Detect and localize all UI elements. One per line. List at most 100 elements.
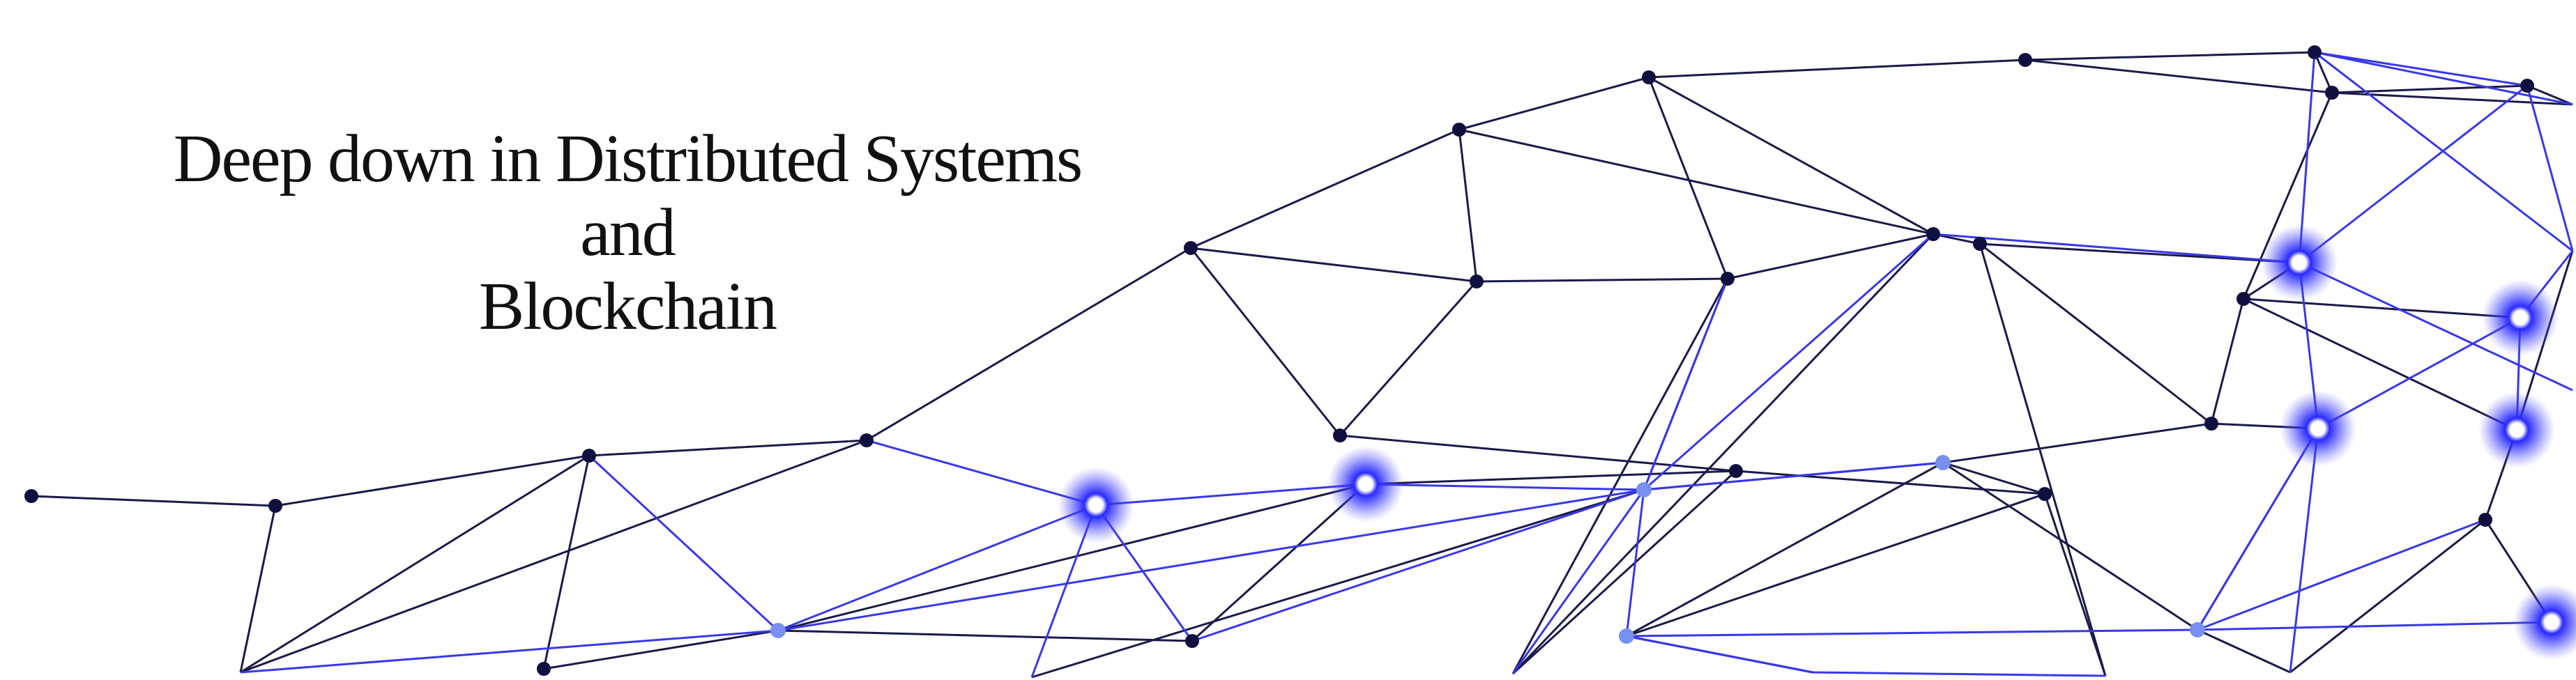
network-edge [1511,233,1935,675]
title-line-3: Blockchain [478,269,777,344]
network-edge-highlight [1095,483,1366,507]
network-edge [1031,488,1645,679]
network-node [1185,634,1199,648]
glowing-node [2482,279,2559,356]
network-edge-highlight [2299,84,2528,264]
network-edge [240,454,590,674]
network-edge [1458,129,1478,282]
network-edge [1735,470,2045,495]
network-edge-highlight [1625,489,1645,637]
network-node [1642,70,1656,84]
network-edge [777,629,1193,642]
glowing-node [2280,390,2356,467]
network-edge [1626,493,2045,638]
network-node [1333,428,1347,442]
network-edge [2025,59,2333,94]
network-edge [2289,518,2486,674]
title-line-1: Deep down in Distributed Systems [173,121,1083,196]
network-edge-highlight [1643,461,1944,491]
network-edge [1191,483,1367,642]
network-node [2038,487,2052,501]
network-edge-highlight [866,439,1097,507]
network-edge [2243,298,2521,319]
network-edge [1648,59,2026,79]
network-edge-highlight [1191,488,1645,642]
network-edge [2527,84,2573,106]
network-edge [1942,461,2198,631]
network-node [770,623,786,638]
network-edge [2043,493,2107,677]
network-edge-highlight [1812,671,2106,677]
network-node [1636,482,1652,497]
network-edge [1190,247,1477,283]
glowing-node [2478,392,2555,468]
network-edge [866,247,1191,442]
network-edge-highlight [1365,483,1645,491]
network-edge-highlight [2197,518,2486,631]
network-edge-highlight [2317,316,2521,430]
network-edge-highlight [777,504,1097,632]
network-edge [2242,92,2333,300]
network-edge-highlight [1511,489,1645,674]
network-node [2018,53,2032,67]
network-edge-highlight [240,629,779,674]
network-node [2190,622,2205,638]
network-node [2520,79,2534,93]
glowing-node [1058,467,1134,543]
network-node [2204,417,2218,431]
network-edge [777,483,1366,632]
network-edge-highlight [2526,85,2574,252]
network-node [2325,86,2339,100]
network-edge-highlight [1643,278,1729,490]
network-edge [588,439,867,457]
network-node [1721,272,1735,286]
network-edge-highlight [1643,233,1934,491]
network-edge [1511,278,1729,674]
network-edge [1979,243,2107,677]
network-edge [1339,281,1478,436]
glowing-node [2261,224,2338,301]
network-edge [1365,470,1737,486]
network-node [537,662,551,676]
network-edge [1339,434,1737,472]
network-node [268,499,282,513]
network-edge-highlight [1933,233,2300,264]
glowing-node [1327,446,1404,523]
network-node [2236,292,2250,306]
network-edge [1189,247,1341,436]
network-node [1926,227,1940,241]
network-edge [1647,77,1729,279]
network-edge [1476,277,1728,283]
network-edge-highlight [2299,261,2573,392]
network-edge [275,454,590,507]
network-edge-highlight [2314,51,2573,252]
network-edge [1942,422,2212,464]
network-edge [1511,470,1737,675]
network-node [1452,123,1466,137]
network-edge-highlight [2314,51,2528,87]
network-node [1184,241,1198,255]
network-node [1935,455,1951,470]
network-edge-highlight [1626,635,1813,674]
network-edge [543,629,779,670]
network-edge [239,505,277,673]
network-edge-highlight [777,488,1645,632]
network-edge [1979,242,2212,425]
network-edge [2197,628,2291,674]
network-edge [2313,52,2333,93]
network-edge [2025,51,2315,61]
network-node [24,489,38,503]
network-node [1470,275,1484,288]
network-edge-highlight [2289,428,2319,673]
network-edge-highlight [588,454,779,632]
network-edge-highlight [2314,51,2573,106]
network-node [582,449,596,463]
network-edge [240,439,867,674]
network-edge [1942,461,2045,495]
glowing-node [2513,584,2576,660]
network-node [1619,628,1634,644]
network-edge [1458,76,1649,131]
banner-title: Deep down in Distributed Systems and Blo… [35,122,1220,343]
